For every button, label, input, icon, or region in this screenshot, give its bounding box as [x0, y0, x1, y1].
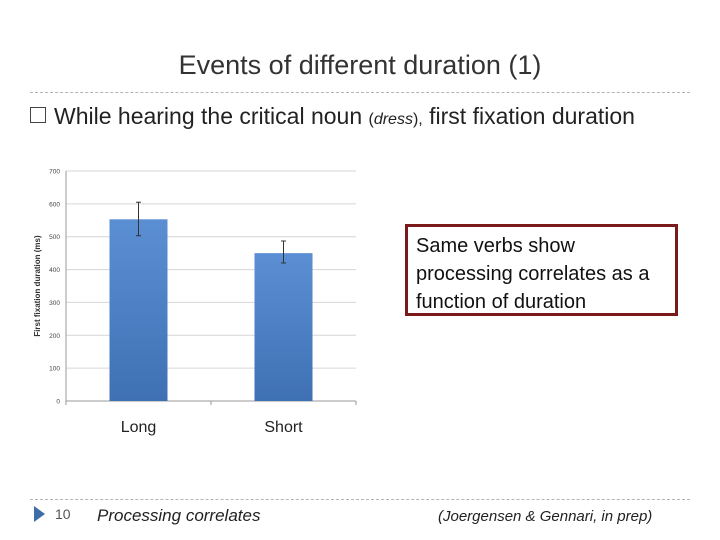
- y-tick-label: 300: [49, 300, 60, 307]
- bullet-square-icon: [30, 107, 46, 123]
- y-tick-label: 400: [49, 267, 60, 274]
- bullet-lead-text: While hearing the critical noun: [54, 103, 363, 129]
- y-tick-label: 200: [49, 333, 60, 340]
- y-axis-label: First fixation duration (ms): [33, 235, 42, 337]
- bullet-rest-text: first fixation duration: [429, 103, 635, 129]
- y-tick-label: 600: [49, 201, 60, 208]
- x-category-label: Short: [264, 419, 303, 436]
- bullet-noun: dress: [373, 111, 413, 128]
- page-arrow-icon: [34, 506, 45, 522]
- y-tick-label: 500: [49, 234, 60, 241]
- bar: [254, 253, 313, 401]
- bar: [109, 219, 168, 401]
- y-tick-label: 100: [49, 366, 60, 373]
- bullet-point: While hearing the critical noun (dress),…: [30, 100, 690, 146]
- footer-divider: [30, 499, 690, 500]
- y-tick-label: 0: [56, 399, 60, 406]
- chart-svg: 0 100 200 300 400 500 600 700 First fixation dur…: [33, 169, 357, 436]
- bullet-noun-close: ),: [412, 111, 423, 128]
- footer-label: Processing correlates: [97, 506, 261, 525]
- bullet-noun-open: (: [368, 111, 374, 128]
- page-number: 10: [55, 506, 71, 522]
- title-divider: [30, 92, 690, 93]
- footer-citation: (Joergensen & Gennari, in prep): [438, 508, 653, 525]
- bar-chart: 0 100 200 300 400 500 600 700 First fixation dur…: [28, 158, 368, 448]
- x-category-label: Long: [121, 419, 157, 436]
- slide-title: Events of different duration (1): [178, 50, 542, 80]
- y-tick-label: 700: [49, 169, 60, 176]
- bullet-noun-group: (dress),: [369, 111, 423, 128]
- callout-box: Same verbs show processing correlates as…: [405, 224, 678, 316]
